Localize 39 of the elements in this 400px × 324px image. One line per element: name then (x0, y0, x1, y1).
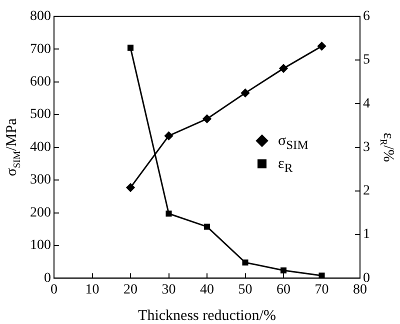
point (280, 267, 287, 274)
point (318, 42, 326, 50)
legend-label: ε$_{R}$ (278, 154, 293, 177)
point (166, 210, 172, 217)
y2-tick-label: 6 (363, 9, 370, 24)
x-tick-label: 70 (314, 282, 329, 298)
y-tick-label: 100 (30, 238, 51, 254)
y2-axis-title: εR/% (377, 132, 396, 162)
x-tick-label: 30 (162, 282, 176, 298)
y-tick-label: 200 (30, 205, 51, 220)
y2-tick-label: 2 (363, 184, 370, 199)
y2-tick-label: 3 (363, 140, 370, 155)
y-tick-label: 500 (30, 107, 51, 122)
x-tick-label: 60 (276, 282, 290, 298)
y-tick-label: 0 (44, 270, 51, 286)
y-tick-label: 600 (30, 74, 51, 90)
x-tick-label: 40 (200, 282, 214, 298)
y2-tick-label: 5 (363, 52, 370, 68)
y-axis-title: σSIM/MPa (4, 118, 23, 176)
x-axis-title: Thickness reduction/% (138, 308, 276, 324)
x-tick-label: 10 (85, 282, 100, 298)
point (126, 183, 135, 192)
y-tick-label: 800 (30, 9, 51, 24)
point (202, 114, 212, 124)
x-tick-label: 20 (124, 282, 138, 298)
point (279, 64, 288, 73)
point (241, 88, 250, 98)
point (164, 132, 173, 140)
y-tick-label: 400 (30, 140, 51, 155)
y-tick-label: 700 (30, 42, 51, 57)
y2-tick-label: 4 (363, 96, 370, 112)
y-tick-label: 300 (30, 172, 51, 188)
x-tick-label: 80 (353, 282, 367, 298)
x-tick-label: 50 (238, 282, 252, 298)
point (204, 224, 210, 230)
legend-label: σ$_{SIM}$ (278, 132, 308, 154)
y2-tick-label: 1 (363, 227, 370, 242)
point (242, 259, 248, 266)
point (127, 44, 134, 51)
